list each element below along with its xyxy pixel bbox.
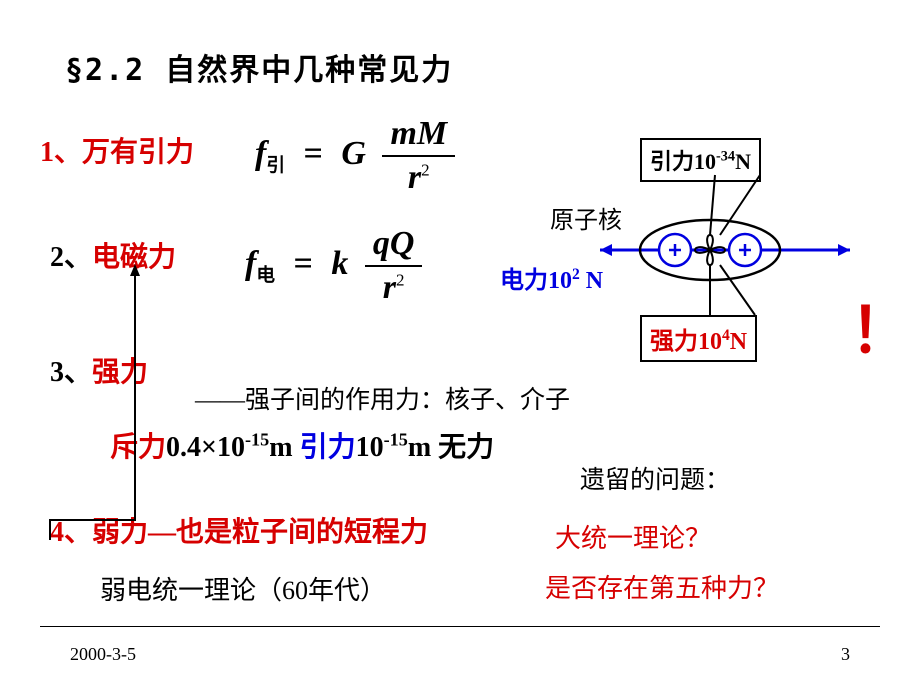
- formula-coulomb: f电 = k qQ r2: [245, 225, 422, 307]
- footer-page: 3: [841, 644, 850, 665]
- repel-value: 0.4×10-15m: [166, 432, 293, 463]
- attract-value: 10-15m: [356, 432, 432, 463]
- nucleus-diagram: [560, 155, 880, 325]
- eq: =: [304, 135, 323, 172]
- strong-box-label: 强力: [650, 329, 698, 355]
- strong-box-value: 104N: [698, 329, 747, 355]
- grav-numerator: mM: [382, 115, 455, 157]
- remaining-questions-label: 遗留的问题：: [580, 460, 730, 496]
- no-force-label: 无力: [438, 432, 494, 463]
- section-title: §2.2 自然界中几种常见力: [65, 45, 453, 89]
- weak-theory-text: 弱电统一理论（60年代）: [100, 570, 386, 607]
- em-numerator: qQ: [365, 225, 423, 267]
- f-sub: 引: [266, 156, 285, 177]
- f-symbol: f: [255, 135, 266, 172]
- grav-denominator: r2: [382, 157, 455, 197]
- f-sub-2: 电: [256, 266, 275, 287]
- f-symbol-2: f: [245, 245, 256, 282]
- force-ranges: 斥力0.4×10-15m 引力10-15m 无力: [110, 425, 494, 465]
- k-const: k: [331, 245, 348, 282]
- eq-2: =: [294, 245, 313, 282]
- footer-rule: [40, 626, 880, 627]
- G-const: G: [341, 135, 366, 172]
- question-gut: 大统一理论？: [555, 518, 711, 555]
- attract-label: 引力: [300, 432, 356, 463]
- item-1-gravity: 1、万有引力: [40, 130, 194, 170]
- em-denominator: r2: [365, 267, 423, 307]
- hadron-desc: ——强子间的作用力：核子、介子: [195, 380, 570, 416]
- formula-gravity: f引 = G mM r2: [255, 115, 455, 197]
- connector-line: [20, 260, 160, 550]
- footer-date: 2000-3-5: [70, 644, 136, 665]
- elec-prefix: 电力: [500, 268, 548, 294]
- question-fifth-force: 是否存在第五种力？: [545, 568, 779, 605]
